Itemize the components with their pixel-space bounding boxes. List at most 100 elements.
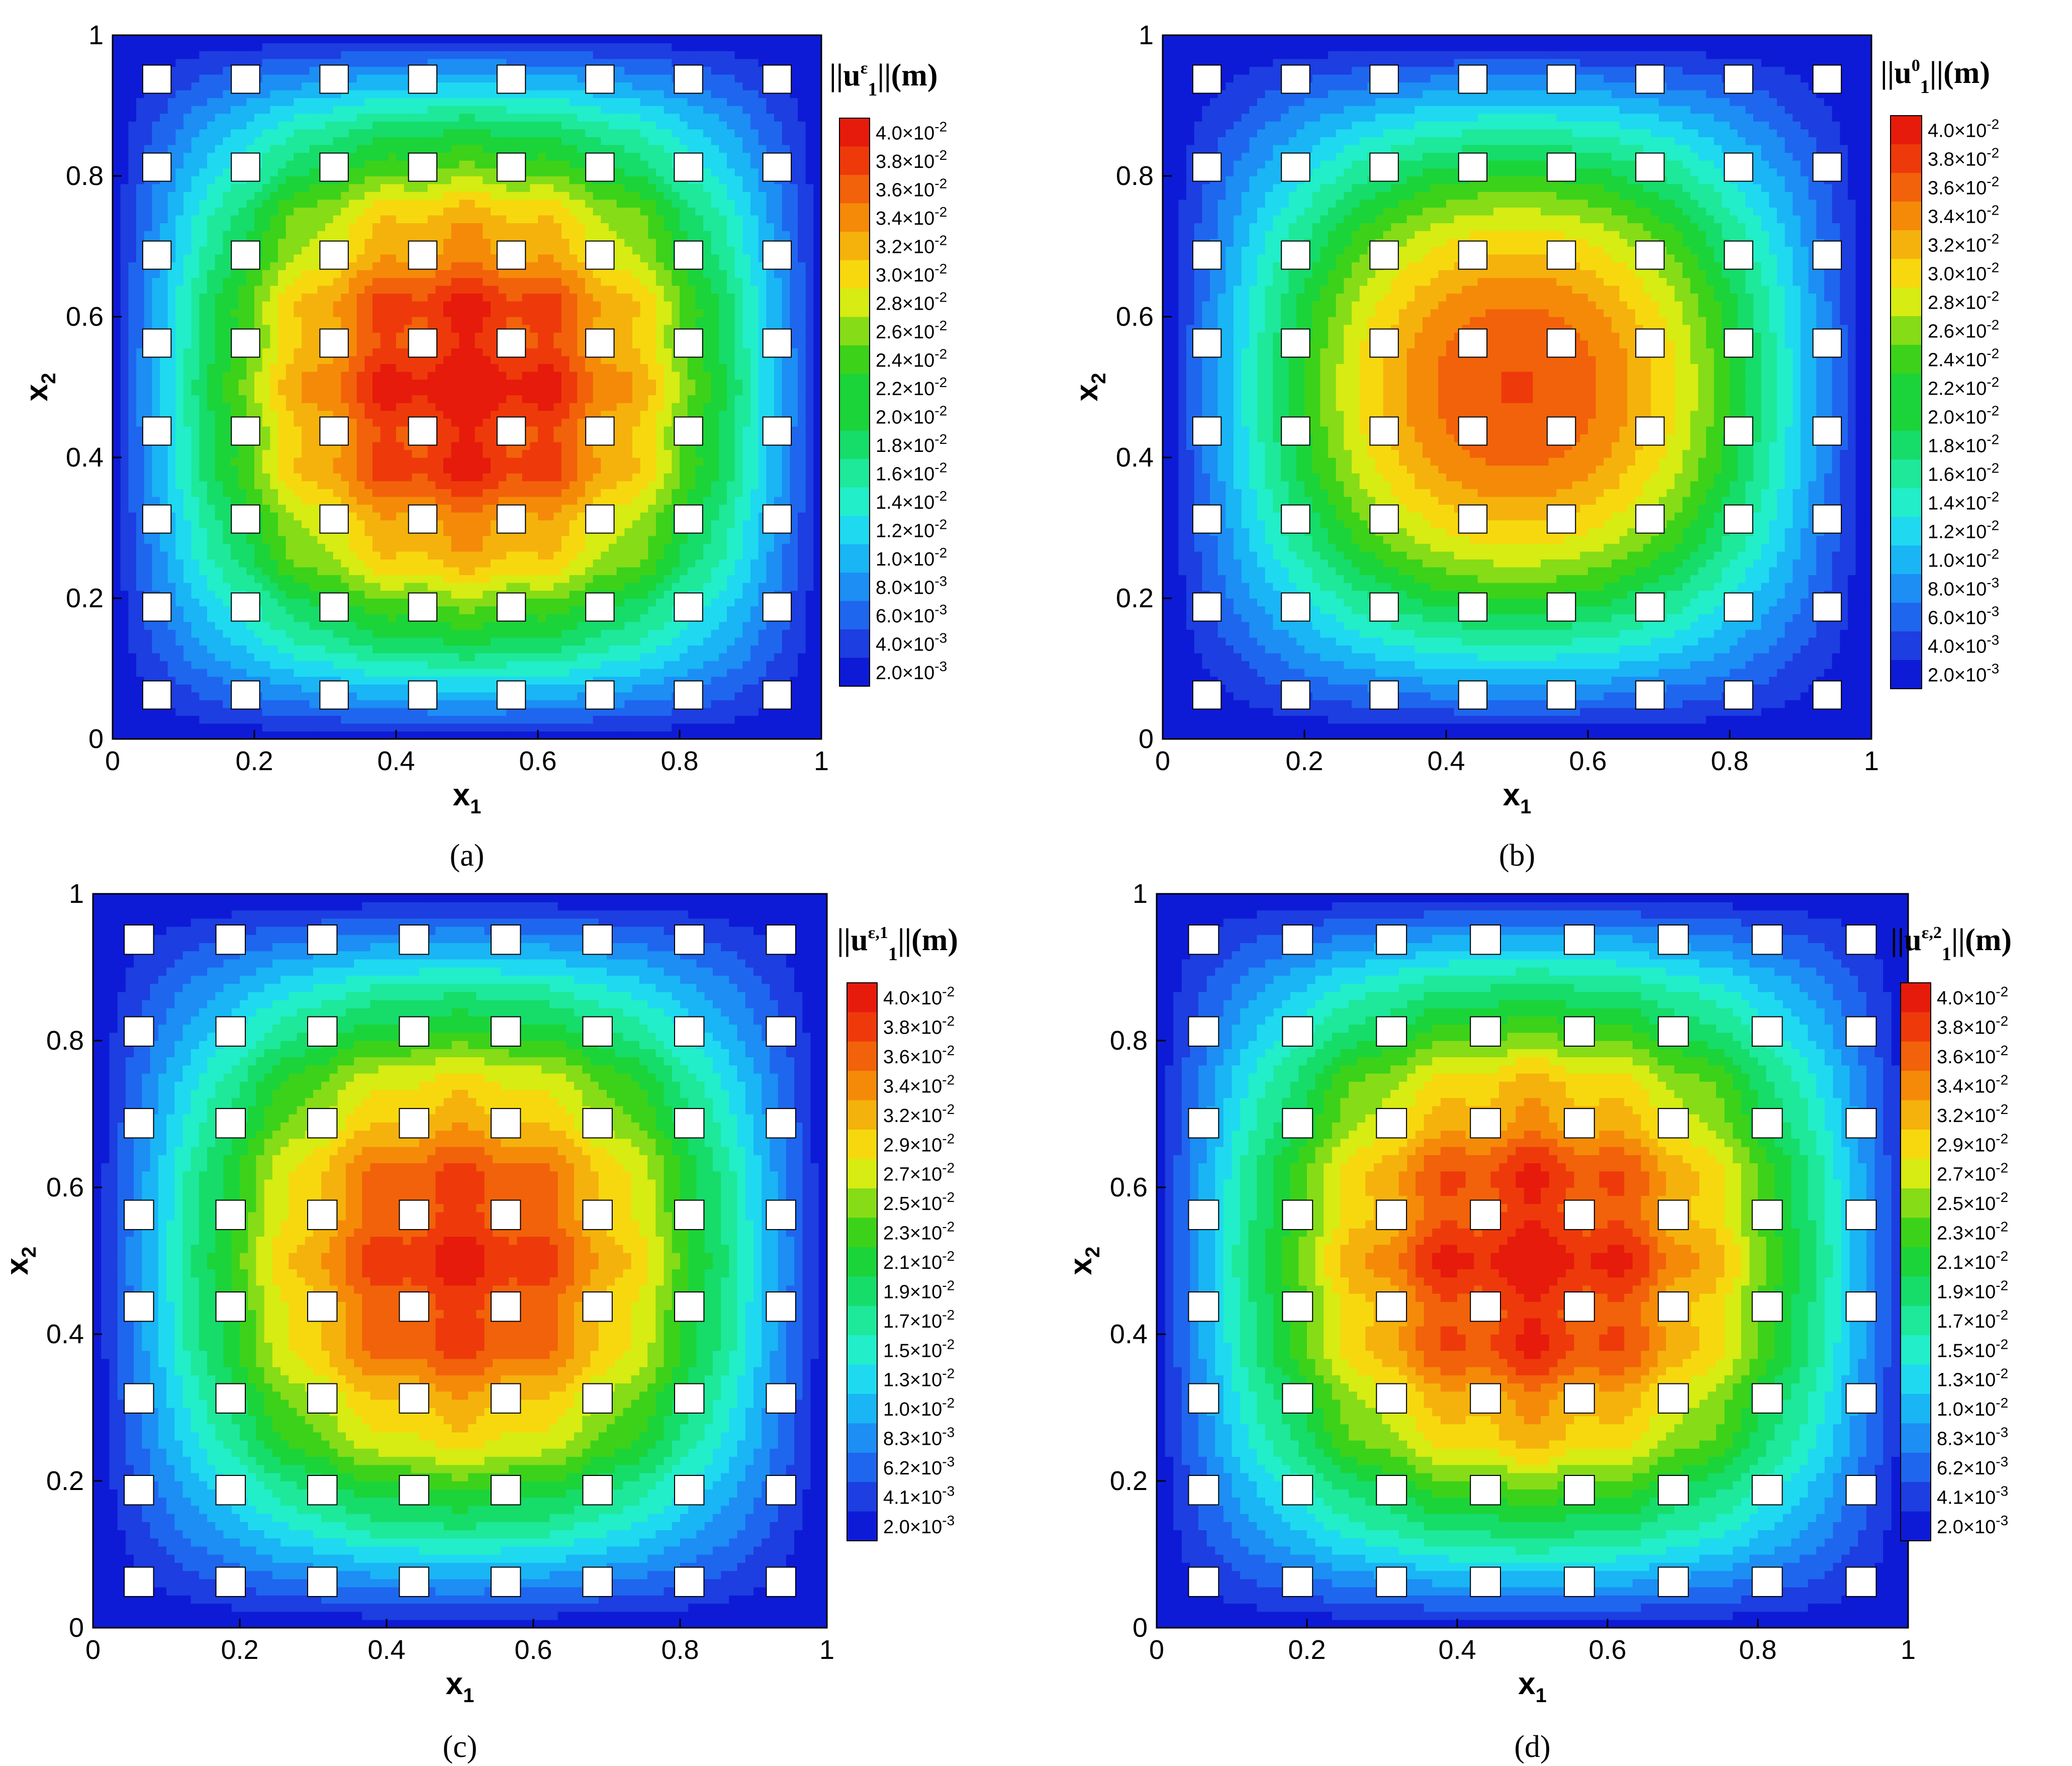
field-cell xyxy=(443,168,452,176)
field-cell xyxy=(459,715,467,724)
field-cell xyxy=(435,676,444,685)
field-cell xyxy=(183,403,192,411)
field-cell xyxy=(317,269,326,278)
field-cell xyxy=(443,340,452,348)
field-cell xyxy=(175,269,184,278)
field-cell xyxy=(396,700,405,708)
field-cell xyxy=(388,152,397,161)
field-cell xyxy=(175,144,184,153)
field-cell xyxy=(294,301,302,310)
field-cell xyxy=(191,590,200,599)
field-cell xyxy=(483,43,491,51)
field-cell xyxy=(175,567,184,576)
field-cell xyxy=(538,348,546,356)
field-cell xyxy=(191,363,200,372)
field-cell xyxy=(498,223,507,231)
field-cell xyxy=(545,692,554,700)
field-cell xyxy=(349,614,357,622)
field-cell xyxy=(120,332,129,341)
field-cell xyxy=(388,496,397,505)
field-cell xyxy=(294,363,302,372)
field-cell xyxy=(459,582,467,591)
field-cell xyxy=(443,669,452,677)
field-cell xyxy=(451,371,460,380)
field-cell xyxy=(294,58,302,67)
field-cell xyxy=(545,590,554,599)
field-cell xyxy=(483,363,491,372)
field-cell xyxy=(199,637,208,646)
field-cell xyxy=(459,489,467,497)
field-cell xyxy=(538,89,546,99)
field-cell xyxy=(364,669,373,677)
field-cell xyxy=(498,309,507,317)
field-cell xyxy=(167,496,176,505)
field-cell xyxy=(538,176,546,184)
field-cell xyxy=(246,723,255,732)
field-cell xyxy=(286,254,295,262)
field-cell xyxy=(506,653,515,662)
field-cell xyxy=(183,160,192,169)
field-cell xyxy=(144,106,153,114)
field-cell xyxy=(294,192,302,200)
field-cell xyxy=(349,598,357,607)
field-cell xyxy=(223,262,231,270)
field-cell xyxy=(270,465,278,474)
field-cell xyxy=(136,669,145,677)
field-cell xyxy=(262,160,271,169)
field-cell xyxy=(427,551,436,560)
field-cell xyxy=(404,661,413,669)
field-cell xyxy=(278,285,287,294)
field-cell xyxy=(160,653,168,662)
field-cell xyxy=(388,98,397,106)
field-cell xyxy=(451,707,460,716)
field-cell xyxy=(364,355,373,364)
field-cell xyxy=(451,731,460,739)
field-cell xyxy=(246,473,255,482)
field-cell xyxy=(388,223,397,231)
field-cell xyxy=(364,449,373,458)
field-cell xyxy=(341,473,349,482)
field-cell xyxy=(522,551,531,560)
field-cell xyxy=(522,661,531,669)
field-cell xyxy=(120,183,129,192)
field-cell xyxy=(443,223,452,231)
field-cell xyxy=(152,293,160,302)
field-cell xyxy=(317,293,326,302)
field-cell xyxy=(246,207,255,216)
field-cell xyxy=(302,543,310,552)
field-cell xyxy=(309,520,318,528)
field-cell xyxy=(317,403,326,411)
field-cell xyxy=(215,215,224,224)
field-cell xyxy=(545,543,554,552)
field-cell xyxy=(498,715,507,724)
field-cell xyxy=(364,504,373,513)
field-cell xyxy=(451,535,460,544)
field-cell xyxy=(333,731,342,739)
field-cell xyxy=(545,387,554,396)
field-cell xyxy=(286,183,295,192)
field-cell xyxy=(207,106,216,114)
field-cell xyxy=(506,285,515,294)
field-cell xyxy=(388,379,397,388)
field-cell xyxy=(396,582,405,591)
field-cell xyxy=(538,82,546,90)
field-cell xyxy=(262,66,271,75)
field-cell xyxy=(475,160,484,169)
field-cell xyxy=(199,309,208,317)
field-cell xyxy=(120,98,129,106)
field-cell xyxy=(302,528,310,536)
field-cell xyxy=(325,223,334,231)
field-cell xyxy=(404,669,413,677)
field-cell xyxy=(128,246,137,255)
field-cell xyxy=(231,183,239,192)
field-cell xyxy=(372,629,381,638)
field-cell xyxy=(223,340,231,348)
field-cell xyxy=(530,465,538,474)
field-cell xyxy=(238,496,247,505)
field-cell xyxy=(404,575,413,583)
field-cell xyxy=(294,254,302,262)
field-cell xyxy=(404,106,413,114)
field-cell xyxy=(128,293,137,302)
field-cell xyxy=(191,51,200,59)
field-cell xyxy=(286,317,295,325)
